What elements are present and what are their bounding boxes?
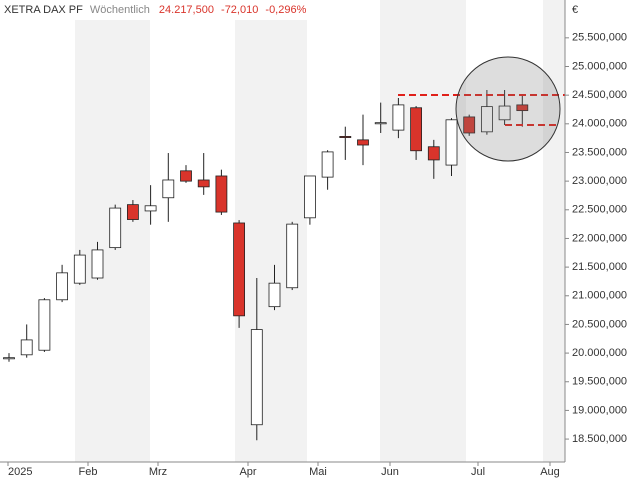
x-tick-label: Feb: [79, 466, 98, 478]
y-tick-label: 18.500,000: [572, 433, 627, 445]
y-tick-label: 23.000,000: [572, 175, 627, 187]
last-price: 24.217,500: [159, 4, 214, 16]
candle-body: [410, 107, 423, 152]
x-tick-label: Aug: [540, 466, 560, 478]
y-tick-label: 19.500,000: [572, 376, 627, 388]
candle-body: [162, 179, 175, 199]
candle-body: [480, 106, 493, 133]
candle-body: [73, 254, 86, 284]
x-tick-label: Jun: [381, 466, 399, 478]
y-tick-label: 24.500,000: [572, 89, 627, 101]
candle-body: [20, 339, 33, 356]
candle-body: [498, 105, 511, 121]
candle-body: [392, 104, 405, 131]
change: -72,010: [221, 4, 258, 16]
header-bg: [0, 0, 312, 20]
y-tick-label: 19.000,000: [572, 404, 627, 416]
y-tick-label: 22.000,000: [572, 232, 627, 244]
month-band: [543, 0, 565, 462]
candle-body: [303, 175, 316, 219]
candle-body: [144, 205, 157, 212]
candle-body: [127, 204, 139, 220]
candle-body: [321, 151, 334, 178]
candle-body: [374, 122, 387, 125]
y-tick-label: 20.500,000: [572, 318, 627, 330]
interval: Wöchentlich: [90, 4, 150, 16]
x-tick-label: Mrz: [149, 466, 167, 478]
candle-body: [3, 357, 15, 360]
candle-body: [286, 223, 299, 289]
candle-body: [91, 249, 104, 279]
y-tick-label: 25.000,000: [572, 60, 627, 72]
candle-body: [250, 329, 263, 426]
x-tick-label: Mai: [309, 466, 327, 478]
candle-body: [56, 272, 68, 301]
currency: €: [572, 4, 578, 16]
x-tick-label: Apr: [239, 466, 256, 478]
candle-body: [109, 207, 122, 249]
change-pct: -0,296%: [265, 4, 306, 16]
candle-body: [357, 139, 369, 146]
x-tick-label: Jul: [471, 466, 485, 478]
month-band: [380, 0, 466, 462]
y-tick-label: 25.500,000: [572, 32, 627, 44]
candle-body: [233, 222, 246, 317]
candle-body: [463, 116, 476, 134]
candle-body: [516, 104, 529, 112]
candle-body: [339, 136, 352, 138]
x-tick-label: 2025: [8, 466, 32, 478]
candle-body: [38, 299, 51, 351]
candle-body: [268, 282, 281, 308]
candle-body: [180, 170, 192, 182]
y-tick-label: 22.500,000: [572, 204, 627, 216]
y-tick-label: 24.000,000: [572, 118, 627, 130]
instrument: XETRA DAX PF: [4, 4, 83, 16]
candle-body: [197, 179, 210, 188]
annotation-circle: [455, 56, 561, 162]
candle-body: [215, 175, 228, 213]
y-tick-label: 20.000,000: [572, 347, 627, 359]
header: XETRA DAX PF Wöchentlich 24.217,500 -72,…: [4, 4, 307, 16]
y-tick-label: 23.500,000: [572, 146, 627, 158]
y-tick-label: 21.000,000: [572, 290, 627, 302]
candle-body: [445, 119, 458, 166]
candle-body: [427, 146, 440, 161]
y-tick-label: 21.500,000: [572, 261, 627, 273]
